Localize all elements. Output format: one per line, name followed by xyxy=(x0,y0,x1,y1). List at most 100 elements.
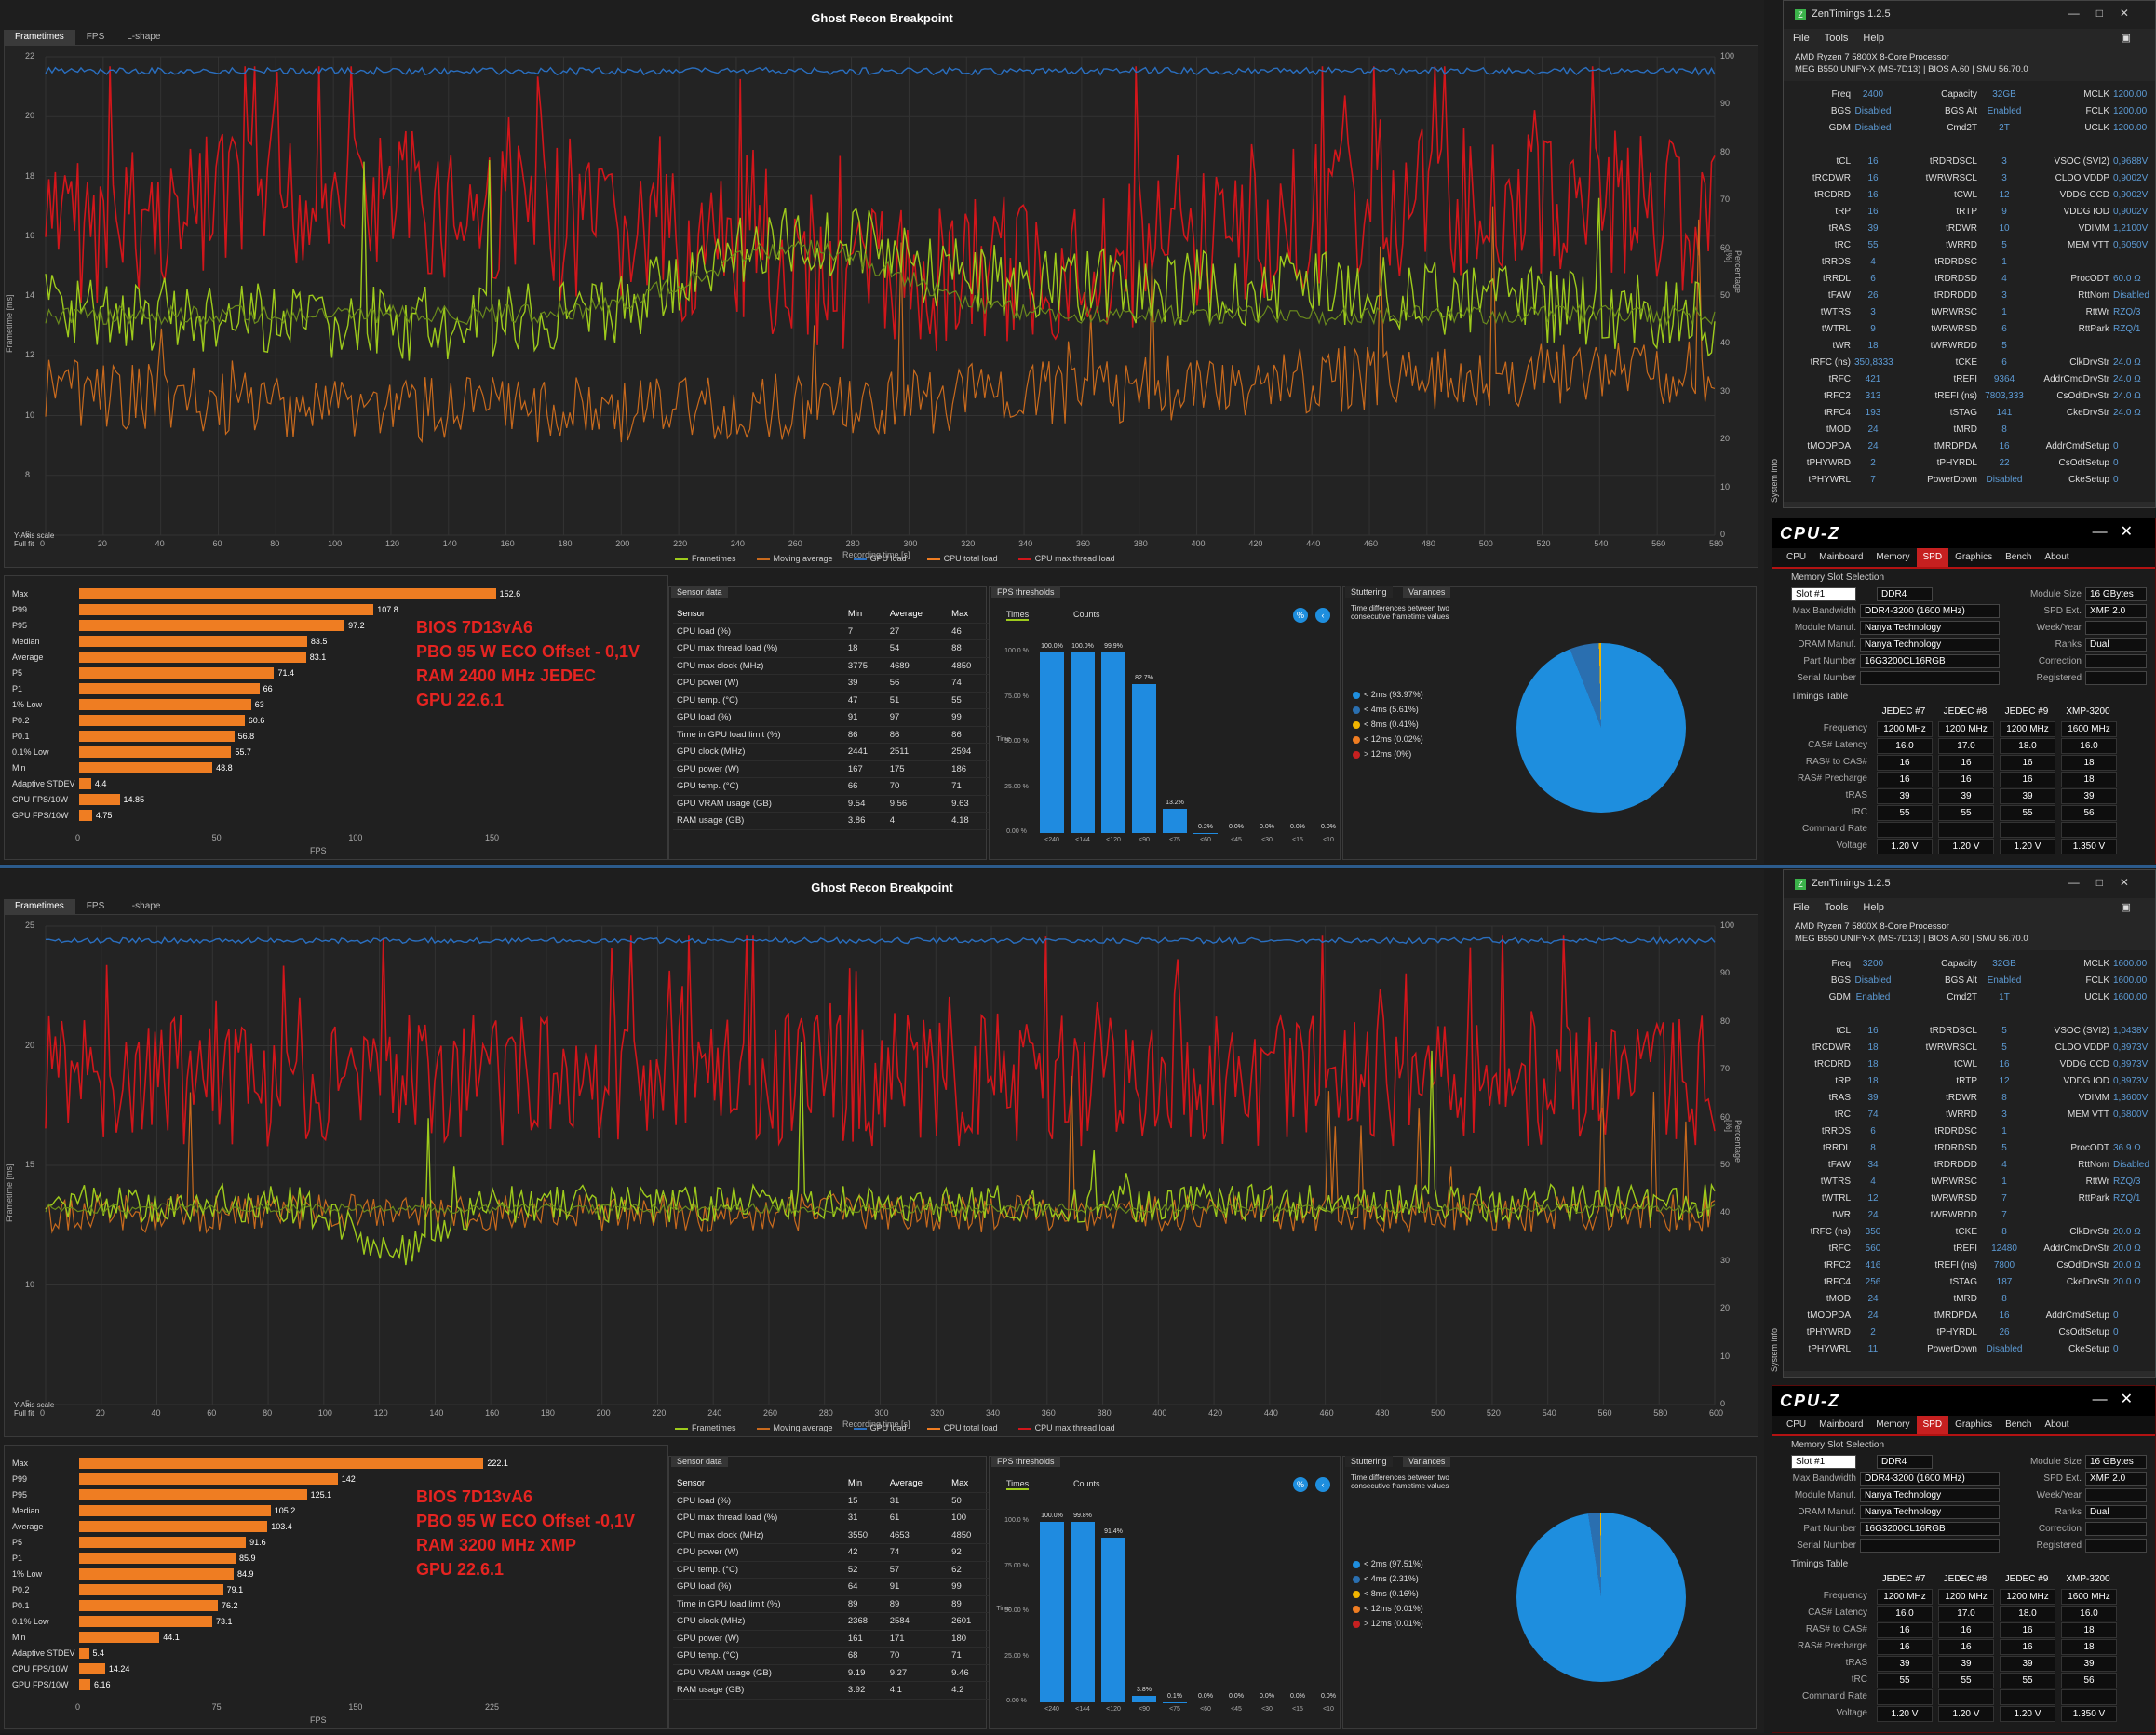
timing-label: tFAW xyxy=(1827,1160,1851,1170)
screenshot-icon[interactable]: ▣ xyxy=(2121,33,2131,44)
timing-row: GDM Disabled Cmd2T 2T UCLK 1200.00 xyxy=(1784,120,2152,137)
stat-value: 63 xyxy=(254,700,264,709)
y-axis-scale-select[interactable]: Full fit xyxy=(14,540,34,548)
menu-file[interactable]: File xyxy=(1793,33,1810,44)
fps-bar xyxy=(1101,652,1125,833)
tab-spd[interactable]: SPD xyxy=(1916,548,1949,567)
window-controls[interactable]: —□✕ xyxy=(2068,7,2146,20)
system-info-tab[interactable]: System info xyxy=(1770,458,1779,503)
timing-label: PowerDown xyxy=(1927,475,1977,485)
system-info-tab[interactable]: System info xyxy=(1770,1327,1779,1372)
tab-lshape[interactable]: L-shape xyxy=(127,901,161,911)
timing-label: tWRWRDD xyxy=(1930,341,1977,351)
stat-label: CPU FPS/10W xyxy=(12,1664,69,1674)
tab-mainboard[interactable]: Mainboard xyxy=(1819,1419,1864,1430)
tab-about[interactable]: About xyxy=(2044,1419,2069,1430)
x-tick: 420 xyxy=(1248,539,1263,548)
slot-select[interactable]: Slot #1 xyxy=(1791,587,1856,601)
legend-item[interactable]: CPU max thread load xyxy=(1017,1423,1115,1432)
tab-memory[interactable]: Memory xyxy=(1876,552,1910,562)
stutter-tab-stuttering[interactable]: Stuttering xyxy=(1345,1456,1393,1467)
timing-value: 18 xyxy=(1867,341,1879,351)
fps-bar xyxy=(1163,809,1187,833)
stutter-legend-item: < 2ms (97.51%) xyxy=(1353,1559,1423,1568)
y-tick-right: 90 xyxy=(1720,99,1731,109)
timing-label: tRAS xyxy=(1828,1093,1851,1103)
tab-fps[interactable]: FPS xyxy=(86,901,105,911)
legend-item[interactable]: Moving average xyxy=(756,1423,833,1432)
stutter-tab-variances[interactable]: Variances xyxy=(1403,586,1451,598)
tab-cpu[interactable]: CPU xyxy=(1786,1419,1807,1430)
legend-item[interactable]: Frametimes xyxy=(675,554,736,563)
tab-graphics[interactable]: Graphics xyxy=(1955,552,1993,562)
legend-item[interactable]: CPU total load xyxy=(926,1423,998,1432)
timing-value: 5 xyxy=(2001,1042,2007,1053)
timing-label: tRP xyxy=(1835,207,1851,217)
percent-toggle-icon[interactable]: % xyxy=(1293,608,1308,623)
legend-item[interactable]: GPU load xyxy=(853,1423,907,1432)
fps-threshold-tab[interactable]: FPS thresholds xyxy=(991,586,1060,598)
tab-spd[interactable]: SPD xyxy=(1916,1416,1949,1434)
legend-item[interactable]: Moving average xyxy=(756,554,833,563)
field-label: Correction xyxy=(2038,1524,2082,1534)
y-axis-scale-label: Y-Axis scale xyxy=(14,531,55,540)
tab-bench[interactable]: Bench xyxy=(2005,552,2032,562)
tab-lshape[interactable]: L-shape xyxy=(127,32,161,42)
legend-item[interactable]: Frametimes xyxy=(675,1423,736,1432)
tab-about[interactable]: About xyxy=(2044,552,2069,562)
timing-value: 421 xyxy=(1865,374,1881,384)
stutter-tab-variances[interactable]: Variances xyxy=(1403,1456,1451,1467)
tab-graphics[interactable]: Graphics xyxy=(1955,1419,1993,1430)
slot-select[interactable]: Slot #1 xyxy=(1791,1455,1856,1469)
timing-cell: 16 xyxy=(1877,755,1933,771)
export-icon[interactable]: ‹ xyxy=(1315,1477,1330,1492)
y-axis-scale-select[interactable]: Full fit xyxy=(14,1409,34,1418)
x-tick: 200 xyxy=(615,539,630,548)
sensor-row: CPU max clock (MHz) 3775 4689 4850 xyxy=(673,657,990,675)
screenshot-icon[interactable]: ▣ xyxy=(2121,902,2131,913)
sensor-tab[interactable]: Sensor data xyxy=(671,586,728,598)
processor-info: AMD Ryzen 7 5800X 8-Core Processor MEG B5… xyxy=(1784,47,2155,81)
tab-frametimes[interactable]: Frametimes xyxy=(4,899,75,914)
sensor-cell: 54 xyxy=(885,639,949,658)
timing-value: 3 xyxy=(2001,1110,2007,1120)
legend-item[interactable]: GPU load xyxy=(853,554,907,563)
timing-label: CkeDrvStr xyxy=(2066,408,2109,418)
tab-memory[interactable]: Memory xyxy=(1876,1419,1910,1430)
timing-label: tRFC (ns) xyxy=(1810,357,1851,368)
menu-tools[interactable]: Tools xyxy=(1824,33,1849,44)
timings-grid: Freq 3200 Capacity 32GB MCLK 1600.00 BGS Disabl… xyxy=(1784,950,2155,1371)
timing-label: tRFC4 xyxy=(1824,408,1851,418)
field-label: Part Number xyxy=(1803,1524,1856,1534)
fps-subtab-times[interactable]: Times xyxy=(1006,610,1030,621)
y-axis-scale[interactable]: Y-Axis scale Full fit xyxy=(14,531,54,548)
menu-tools[interactable]: Tools xyxy=(1824,902,1849,913)
export-icon[interactable]: ‹ xyxy=(1315,608,1330,623)
fps-threshold-tab[interactable]: FPS thresholds xyxy=(991,1456,1060,1467)
timing-cell: 16 xyxy=(2000,1639,2055,1655)
legend-item[interactable]: CPU total load xyxy=(926,554,998,563)
timing-label: tRDRDDD xyxy=(1934,1160,1977,1170)
y-axis-scale[interactable]: Y-Axis scale Full fit xyxy=(14,1401,54,1418)
legend-item[interactable]: CPU max thread load xyxy=(1017,554,1115,563)
tab-bench[interactable]: Bench xyxy=(2005,1419,2032,1430)
fps-subtab-counts[interactable]: Counts xyxy=(1073,610,1100,619)
fps-subtab-times[interactable]: Times xyxy=(1006,1479,1030,1490)
tab-mainboard[interactable]: Mainboard xyxy=(1819,552,1864,562)
stat-value: 125.1 xyxy=(310,1490,332,1500)
menu-help[interactable]: Help xyxy=(1863,902,1885,913)
window-controls[interactable]: —□✕ xyxy=(2068,876,2146,889)
percent-toggle-icon[interactable]: % xyxy=(1293,1477,1308,1492)
tab-cpu[interactable]: CPU xyxy=(1786,552,1807,562)
menu-help[interactable]: Help xyxy=(1863,33,1885,44)
window-controls[interactable]: —✕ xyxy=(2092,1392,2146,1407)
tab-fps[interactable]: FPS xyxy=(86,32,105,42)
timing-value: 24 xyxy=(1867,1294,1879,1304)
sensor-cell: 71 xyxy=(948,777,990,796)
stutter-tab-stuttering[interactable]: Stuttering xyxy=(1345,586,1393,598)
sensor-tab[interactable]: Sensor data xyxy=(671,1456,728,1467)
menu-file[interactable]: File xyxy=(1793,902,1810,913)
tab-frametimes[interactable]: Frametimes xyxy=(4,30,75,45)
window-controls[interactable]: —✕ xyxy=(2092,524,2146,540)
fps-subtab-counts[interactable]: Counts xyxy=(1073,1479,1100,1488)
